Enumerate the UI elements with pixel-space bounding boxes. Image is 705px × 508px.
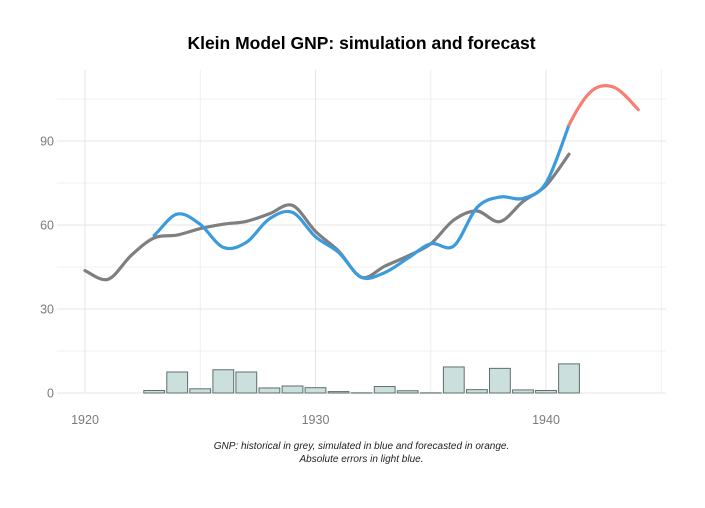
error-bar	[304, 387, 327, 394]
caption-line-1: GNP: historical in grey, simulated in bl…	[213, 441, 510, 452]
error-bar	[396, 390, 419, 394]
chart-title: Klein Model GNP: simulation and forecast	[187, 33, 536, 53]
y-axis-tick-label: 30	[40, 303, 54, 317]
error-bar	[535, 389, 557, 394]
y-axis-tick-label: 60	[40, 219, 54, 233]
error-bar	[258, 387, 281, 394]
x-axis-tick-label: 1930	[302, 413, 330, 427]
x-axis-tick-label: 1940	[532, 413, 560, 427]
x-axis-tick-label: 1920	[71, 413, 99, 427]
error-bar	[489, 367, 511, 394]
error-bar	[189, 388, 212, 394]
error-bar	[281, 385, 304, 394]
caption-line-2: Absolute errors in light blue.	[299, 454, 424, 465]
forecast-line	[567, 84, 640, 127]
error-bar	[212, 369, 235, 394]
error-bar	[373, 386, 396, 394]
error-bar	[166, 371, 189, 394]
chart-caption: GNP: historical in grey, simulated in bl…	[57, 440, 666, 466]
error-bar	[558, 363, 580, 394]
y-axis-tick-label: 0	[47, 387, 54, 401]
error-bar	[143, 389, 166, 394]
error-bar	[327, 391, 350, 394]
historical-line	[83, 152, 571, 282]
y-axis-tick-label: 90	[40, 135, 54, 149]
simulated-line	[152, 123, 571, 281]
error-bar	[512, 389, 534, 394]
error-bar	[466, 389, 488, 394]
error-bar	[442, 366, 465, 394]
error-bar	[235, 371, 258, 394]
